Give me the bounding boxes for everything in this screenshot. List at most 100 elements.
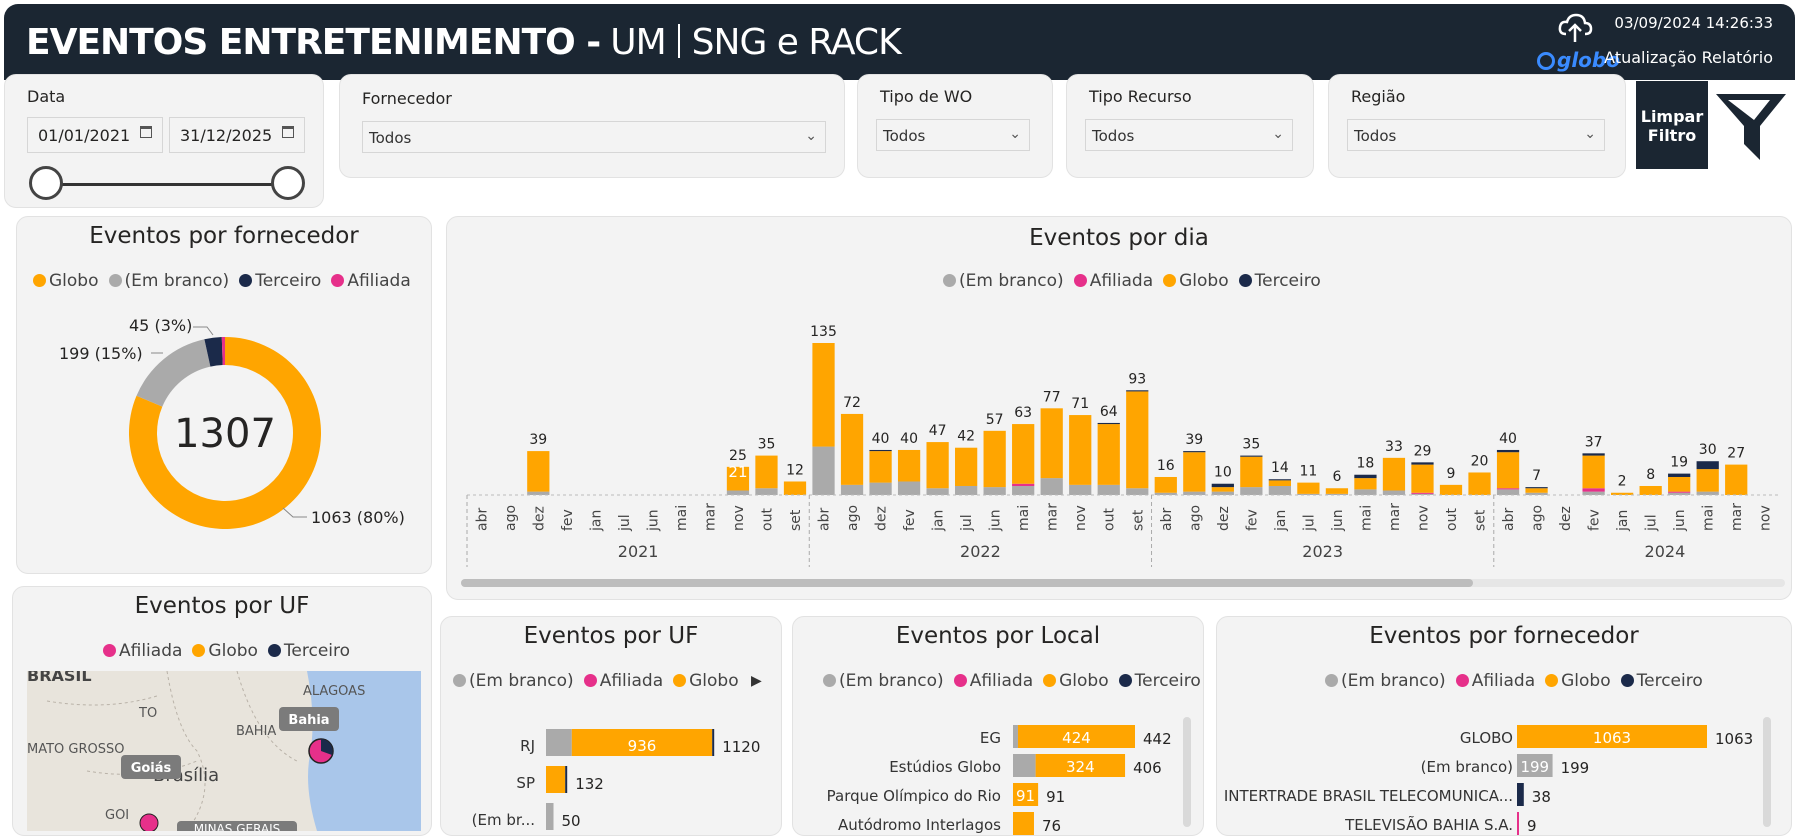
day-bar-segment — [1325, 488, 1349, 494]
update-report-label[interactable]: Atualização Relatório — [1604, 48, 1773, 67]
day-bar-segment — [869, 482, 892, 495]
day-bar-total-label: 37 — [1585, 434, 1603, 450]
local-bar-title: Eventos por Local — [895, 623, 1101, 649]
tipo-wo-dropdown[interactable]: Todos ⌄ — [876, 119, 1030, 151]
calendar-icon[interactable] — [140, 126, 152, 138]
local-bar-chart: EG 424 442 Estúdios Globo 324 406 Parque Olímp… — [827, 725, 1172, 835]
uf-map-title: Eventos por UF — [134, 593, 310, 619]
donut-chart: 1307 1063 (80%) 199 (15%) 45 (3%) — [59, 316, 405, 529]
day-bar-total-label: 11 — [1299, 464, 1317, 480]
day-bar-total-label: 18 — [1357, 456, 1375, 472]
x-tick-label: jan — [588, 510, 604, 532]
start-date-input[interactable]: 01/01/2021 — [27, 117, 163, 153]
legend-item[interactable]: Afiliada — [1455, 671, 1535, 691]
x-tick-label: mai — [1358, 505, 1374, 531]
slider-end-handle[interactable] — [271, 166, 305, 200]
day-bar-total-label: 27 — [1727, 446, 1745, 462]
legend-item[interactable]: (Em branco) — [1325, 671, 1446, 691]
legend-item[interactable]: Terceiro — [1238, 271, 1321, 291]
calendar-icon[interactable] — [282, 126, 294, 138]
legend-item[interactable]: (Em branco) — [108, 271, 229, 291]
clear-filter-button[interactable]: Limpar Filtro — [1636, 81, 1708, 169]
bar-segment — [565, 766, 568, 793]
legend-item[interactable]: Afiliada — [583, 671, 663, 691]
slider-start-handle[interactable] — [29, 166, 63, 200]
day-bar-total-label: 2 — [1618, 474, 1627, 490]
legend-item[interactable]: Terceiro — [239, 271, 321, 291]
legend-dot — [267, 644, 281, 657]
legend-item[interactable]: (Em branco) — [943, 271, 1064, 291]
chevron-down-icon[interactable]: ⌄ — [1009, 126, 1021, 142]
day-bar-segment — [1069, 484, 1092, 495]
vertical-scrollbar[interactable] — [1763, 717, 1771, 827]
scrollbar-thumb[interactable] — [461, 579, 1473, 587]
x-tick-label: nov — [731, 505, 747, 531]
map-pie-goias[interactable] — [139, 813, 159, 831]
legend-dot — [33, 274, 46, 287]
regiao-dropdown[interactable]: Todos ⌄ — [1347, 119, 1605, 151]
day-bar-total-label: 30 — [1699, 442, 1717, 458]
day-bar-segment — [1668, 492, 1691, 495]
legend-item[interactable]: Afiliada — [1073, 271, 1153, 291]
bar-category-label: INTERTRADE BRASIL TELECOMUNICA... — [1224, 787, 1513, 805]
x-tick-label: dez — [531, 506, 547, 531]
legend-item[interactable]: Globo — [1043, 671, 1109, 691]
bar-segment — [1517, 812, 1519, 835]
x-tick-label: jul — [1301, 514, 1317, 532]
legend-item[interactable]: Afiliada — [953, 671, 1033, 691]
tipo-recurso-dropdown[interactable]: Todos ⌄ — [1085, 119, 1293, 151]
legend-item[interactable]: Globo — [1163, 271, 1229, 291]
day-bar-segment — [1411, 462, 1434, 465]
day-bar-segment — [1183, 451, 1206, 453]
day-bar-segment — [1240, 487, 1263, 495]
cloud-upload-icon[interactable] — [1557, 12, 1593, 44]
chevron-down-icon[interactable]: ⌄ — [1272, 126, 1284, 142]
legend-item[interactable]: Terceiro — [267, 641, 350, 661]
day-bar-total-label: 72 — [843, 395, 861, 411]
end-date-input[interactable]: 31/12/2025 — [169, 117, 305, 153]
bar-segment — [571, 729, 713, 756]
day-bar-segment — [840, 484, 864, 495]
brazil-map[interactable]: BRASIL ALAGOAS TO BAHIA MATO GROSSO Bras… — [27, 671, 421, 831]
legend-next-arrow-icon[interactable]: ▶ — [751, 673, 762, 689]
legend-item[interactable]: Afiliada — [331, 271, 411, 291]
day-bar-total-label: 33 — [1385, 439, 1403, 455]
tipo-recurso-slicer: Tipo Recurso Todos ⌄ — [1066, 74, 1314, 178]
legend-dot — [1043, 674, 1057, 687]
bar-category-label: RJ — [520, 737, 535, 755]
day-bar-total-label: 93 — [1128, 371, 1146, 387]
x-tick-label: set — [788, 509, 804, 531]
horizontal-scrollbar[interactable] — [461, 579, 1785, 587]
day-bar-segment — [527, 491, 550, 495]
date-range-track[interactable] — [45, 183, 291, 186]
legend-item[interactable]: Afiliada — [103, 641, 182, 661]
chevron-down-icon[interactable]: ⌄ — [1584, 126, 1596, 142]
legend-item[interactable]: Globo — [673, 671, 739, 691]
x-tick-label: jul — [617, 514, 633, 532]
x-tick-label: set — [1473, 509, 1489, 531]
legend-dot — [1163, 274, 1177, 287]
fornecedor-dropdown[interactable]: Todos ⌄ — [362, 121, 826, 153]
day-bar-segment — [1183, 491, 1206, 495]
legend-item[interactable]: Terceiro — [1118, 671, 1201, 691]
legend-item[interactable]: (Em branco) — [453, 671, 574, 691]
day-bar-segment — [812, 446, 835, 495]
chevron-down-icon[interactable]: ⌄ — [805, 128, 817, 144]
bar-total-label: 76 — [1042, 817, 1061, 835]
day-bar-segment — [1525, 488, 1548, 493]
legend-item[interactable]: Terceiro — [1620, 671, 1703, 691]
bar-total-label: 50 — [562, 812, 581, 830]
legend-item[interactable]: Globo — [33, 271, 99, 291]
legend-item[interactable]: Globo — [192, 641, 258, 661]
fornecedor-label: Fornecedor — [362, 89, 452, 108]
legend-dot — [192, 644, 206, 657]
bar-category-label: SP — [516, 774, 535, 792]
legend-item[interactable]: (Em branco) — [823, 671, 944, 691]
funnel-icon[interactable] — [1714, 92, 1788, 162]
day-bar-segment — [1696, 461, 1719, 470]
day-bar-segment — [1611, 492, 1634, 495]
legend-item[interactable]: Globo — [1545, 671, 1611, 691]
vertical-scrollbar[interactable] — [1183, 717, 1191, 827]
x-tick-label: mar — [1729, 503, 1745, 531]
